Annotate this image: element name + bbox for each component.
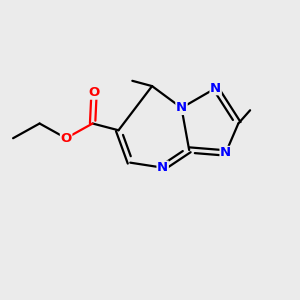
Text: N: N — [220, 146, 231, 159]
Text: N: N — [176, 101, 187, 114]
Text: O: O — [88, 86, 100, 99]
Text: N: N — [157, 161, 168, 174]
Text: O: O — [61, 132, 72, 145]
Text: N: N — [210, 82, 221, 95]
